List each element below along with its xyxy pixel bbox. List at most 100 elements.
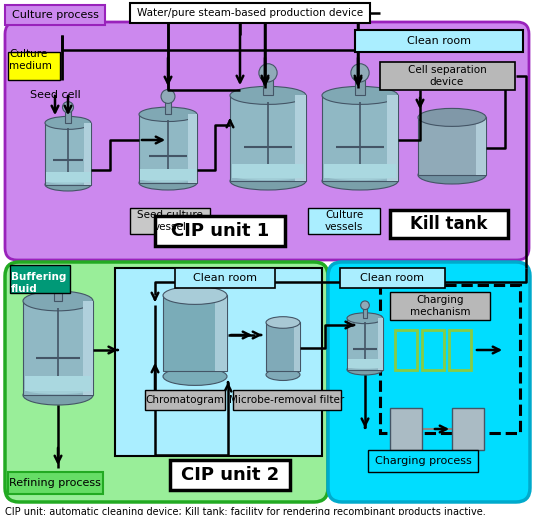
Text: Buffering
fluid: Buffering fluid [11, 272, 66, 294]
Ellipse shape [163, 286, 227, 304]
Bar [46, 172, 90, 182]
Ellipse shape [347, 313, 383, 323]
Ellipse shape [322, 87, 398, 105]
Text: Cell separation
device: Cell separation device [407, 65, 486, 87]
Bar [422, 330, 444, 370]
Bar [23, 301, 93, 395]
Bar [368, 450, 478, 472]
Ellipse shape [266, 369, 300, 381]
Text: Culture process: Culture process [12, 10, 99, 20]
Bar [215, 296, 227, 371]
Bar [294, 322, 300, 371]
Text: Seed culture
vessel: Seed culture vessel [137, 210, 203, 232]
Bar [163, 296, 227, 371]
Bar [5, 5, 105, 25]
Bar [247, 169, 289, 175]
Bar [170, 460, 290, 490]
Bar [340, 268, 445, 288]
Ellipse shape [46, 178, 90, 184]
Bar [25, 376, 91, 391]
Text: Culture
medium: Culture medium [9, 49, 52, 71]
Bar [65, 110, 71, 123]
Ellipse shape [266, 317, 300, 328]
Bar [390, 292, 490, 320]
Bar [83, 301, 93, 395]
Bar [152, 173, 184, 178]
Bar [386, 95, 398, 181]
Bar [355, 30, 523, 52]
Bar [230, 95, 306, 181]
Bar [55, 176, 80, 180]
Bar [140, 169, 196, 180]
Bar [390, 210, 508, 238]
Bar [476, 117, 486, 175]
Ellipse shape [163, 367, 227, 385]
Ellipse shape [418, 166, 486, 184]
Bar [233, 390, 341, 410]
Bar [130, 3, 370, 23]
Circle shape [351, 64, 369, 82]
Ellipse shape [139, 176, 197, 190]
Ellipse shape [230, 172, 306, 190]
Bar [8, 52, 60, 80]
Bar [39, 382, 77, 388]
Bar [8, 472, 103, 494]
Text: Clean room: Clean room [407, 36, 471, 46]
Bar [355, 363, 375, 366]
Text: Chromatogram: Chromatogram [145, 395, 225, 405]
Ellipse shape [232, 171, 304, 180]
Bar [324, 164, 396, 178]
Bar [355, 77, 364, 95]
Bar [45, 123, 91, 184]
Text: Kill tank: Kill tank [411, 215, 488, 233]
Circle shape [161, 90, 175, 104]
Bar [115, 268, 322, 456]
FancyBboxPatch shape [5, 262, 328, 502]
FancyBboxPatch shape [328, 262, 530, 502]
Bar [390, 408, 422, 450]
Circle shape [259, 64, 277, 82]
Bar [155, 216, 285, 246]
Bar [10, 265, 70, 293]
Ellipse shape [348, 364, 382, 369]
Ellipse shape [23, 291, 93, 311]
Bar [395, 330, 417, 370]
Text: CIP unit: automatic cleaning device; Kill tank: facility for rendering recombina: CIP unit: automatic cleaning device; Kil… [5, 507, 486, 515]
Bar [380, 62, 515, 90]
Bar [130, 208, 210, 234]
Bar [363, 307, 367, 318]
Circle shape [361, 301, 369, 310]
Ellipse shape [324, 171, 396, 180]
Bar [263, 77, 273, 95]
Bar [145, 390, 225, 410]
Bar [84, 123, 91, 184]
Text: Refining process: Refining process [9, 478, 101, 488]
Text: CIP unit 1: CIP unit 1 [171, 222, 269, 240]
Bar [380, 285, 520, 433]
Bar [139, 114, 197, 183]
Text: Culture
vessels: Culture vessels [325, 210, 363, 232]
Bar [322, 95, 398, 181]
Bar [452, 408, 484, 450]
Ellipse shape [23, 385, 93, 405]
Bar [339, 169, 381, 175]
Text: Clean room: Clean room [193, 273, 257, 283]
Ellipse shape [25, 385, 91, 394]
Bar [295, 95, 306, 181]
Text: Charging
mechanism: Charging mechanism [410, 295, 470, 317]
Bar [347, 318, 383, 370]
Bar [348, 359, 382, 368]
Text: Microbe-removal filter: Microbe-removal filter [229, 395, 345, 405]
Ellipse shape [418, 108, 486, 126]
Ellipse shape [45, 178, 91, 191]
Circle shape [63, 101, 73, 113]
Text: CIP unit 2: CIP unit 2 [181, 466, 279, 484]
Bar [165, 100, 172, 114]
Text: Clean room: Clean room [360, 273, 424, 283]
Ellipse shape [347, 364, 383, 375]
Bar [175, 268, 275, 288]
Circle shape [50, 268, 66, 285]
Bar [449, 330, 471, 370]
Bar [418, 117, 486, 175]
Bar [266, 322, 300, 371]
